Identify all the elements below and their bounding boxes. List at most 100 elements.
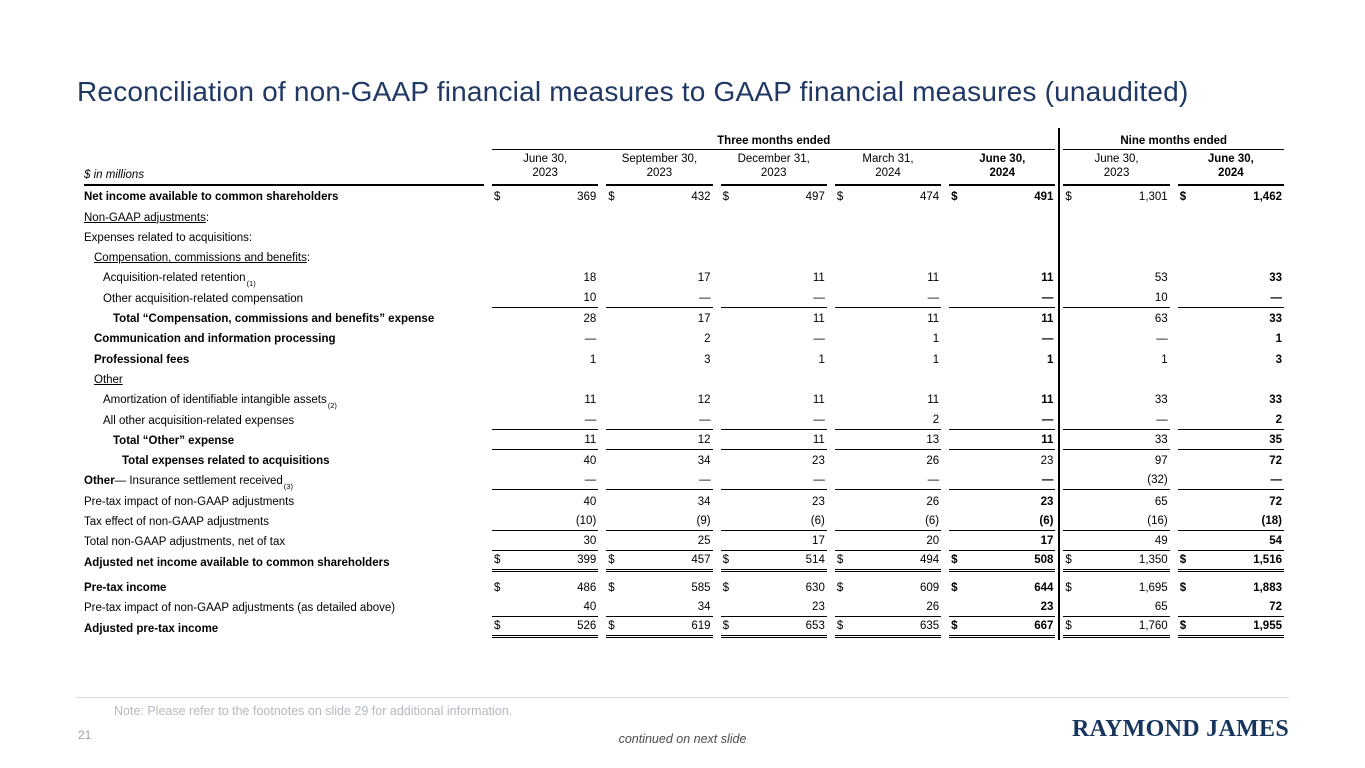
value-cell: $399 bbox=[492, 554, 599, 572]
table-row: Tax effect of non-GAAP adjustments (10) (9… bbox=[84, 511, 1284, 532]
column-group-divider bbox=[1058, 128, 1060, 640]
value-cell: — bbox=[1156, 333, 1168, 346]
value-cell: — bbox=[949, 474, 1056, 491]
reconciliation-table: Three months ended Nine months ended $ i… bbox=[84, 128, 1284, 640]
value-cell: 1 bbox=[932, 333, 940, 346]
column-header-2: December 31, 2023 bbox=[720, 150, 827, 186]
value-cell: $1,462 bbox=[1179, 191, 1282, 204]
table-row: Total non-GAAP adjustments, net of tax 30… bbox=[84, 531, 1284, 552]
value-cell: 72 bbox=[1177, 601, 1284, 618]
row-label: Adjusted net income available to common … bbox=[84, 556, 390, 569]
value-cell: 1 bbox=[589, 353, 597, 366]
value-cell: — bbox=[834, 292, 942, 308]
value-cell: 11 bbox=[584, 394, 597, 407]
value-cell: 72 bbox=[1269, 455, 1282, 468]
row-label: Tax effect of non-GAAP adjustments bbox=[84, 516, 269, 529]
value-cell: 63 bbox=[1154, 313, 1168, 326]
continued-note: continued on next slide bbox=[618, 732, 747, 746]
value-cell: 40 bbox=[492, 601, 599, 618]
row-label: Other bbox=[94, 373, 123, 386]
value-cell: 49 bbox=[1063, 535, 1170, 552]
value-cell bbox=[721, 386, 827, 389]
table-row: Communication and information processing… bbox=[84, 328, 1284, 348]
value-cell bbox=[949, 264, 1055, 267]
value-cell bbox=[835, 244, 941, 247]
value-cell: $486 bbox=[494, 581, 597, 594]
value-cell bbox=[721, 244, 827, 247]
value-cell: $432 bbox=[608, 191, 711, 204]
value-cell: 26 bbox=[834, 601, 942, 618]
value-cell: $457 bbox=[606, 554, 713, 572]
value-cell: 54 bbox=[1177, 535, 1284, 552]
row-label: Total “Other” expense bbox=[113, 434, 235, 447]
value-cell: 33 bbox=[1269, 394, 1282, 407]
value-cell: 34 bbox=[697, 455, 711, 468]
value-cell: 65 bbox=[1154, 495, 1168, 508]
footnote-reference: Note: Please refer to the footnotes on s… bbox=[114, 704, 513, 718]
value-cell: 23 bbox=[812, 495, 825, 508]
row-label: Communication and information processing bbox=[94, 333, 336, 346]
column-header-6: June 30, 2024 bbox=[1177, 150, 1284, 186]
row-label: Net income available to common sharehold… bbox=[84, 191, 339, 204]
table-row: Total “Compensation, commissions and ben… bbox=[84, 308, 1284, 328]
column-header-0: June 30, 2023 bbox=[492, 150, 599, 186]
value-cell bbox=[835, 224, 941, 227]
footer-divider bbox=[76, 697, 1289, 698]
value-cell: 11 bbox=[927, 313, 940, 326]
value-cell: 1 bbox=[1047, 353, 1054, 366]
value-cell: 23 bbox=[1040, 495, 1054, 508]
column-header-4: June 30, 2024 bbox=[949, 150, 1056, 186]
row-label: Pre-tax impact of non-GAAP adjustments (… bbox=[84, 602, 396, 615]
group-header-row: Three months ended Nine months ended bbox=[84, 130, 1284, 150]
value-cell: 28 bbox=[583, 313, 597, 326]
value-cell: 20 bbox=[834, 535, 942, 552]
table-row: Amortization of identifiable intangible … bbox=[84, 389, 1284, 409]
value-cell: 97 bbox=[1154, 455, 1168, 468]
value-cell: 33 bbox=[1154, 394, 1168, 407]
value-cell: 3 bbox=[1275, 353, 1282, 366]
value-cell: 33 bbox=[1269, 272, 1282, 285]
value-cell bbox=[949, 244, 1055, 247]
value-cell: — bbox=[834, 474, 942, 491]
table-row: Compensation, commissions and benefits: bbox=[84, 247, 1284, 267]
value-cell: 30 bbox=[492, 535, 599, 552]
row-label: Non-GAAP adjustments: bbox=[84, 211, 210, 224]
value-cell: — bbox=[720, 292, 827, 308]
value-cell: 17 bbox=[720, 535, 827, 552]
value-cell: 1 bbox=[932, 353, 940, 366]
value-cell: 2 bbox=[834, 414, 942, 430]
table-row: Other acquisition-related compensation 10… bbox=[84, 287, 1284, 308]
value-cell: 23 bbox=[1040, 455, 1054, 468]
row-label: Other acquisition-related compensation bbox=[103, 292, 304, 305]
value-cell: 26 bbox=[926, 495, 940, 508]
row-label: Expenses related to acquisitions: bbox=[84, 231, 253, 244]
value-cell: — bbox=[949, 292, 1056, 308]
column-header-row: $ in millions June 30, 2023 September 30, 2… bbox=[84, 150, 1284, 186]
value-cell: 17 bbox=[949, 535, 1056, 552]
value-cell: 17 bbox=[697, 313, 711, 326]
table-row: Net income available to common sharehold… bbox=[84, 186, 1284, 206]
value-cell bbox=[1178, 386, 1284, 389]
value-cell: $630 bbox=[722, 581, 825, 594]
value-cell: 3 bbox=[704, 353, 711, 366]
value-cell: 11 bbox=[812, 394, 825, 407]
value-cell bbox=[721, 264, 827, 267]
value-cell: $653 bbox=[720, 620, 827, 638]
value-cell: — bbox=[492, 474, 599, 491]
row-label: Acquisition-related retention (1) bbox=[103, 272, 256, 289]
table-row: Acquisition-related retention (1) 18 17 11 11… bbox=[84, 267, 1284, 287]
value-cell: $369 bbox=[494, 191, 597, 204]
group-header-spacer bbox=[84, 130, 484, 150]
value-cell: 18 bbox=[583, 272, 597, 285]
row-label: Adjusted pre-tax income bbox=[84, 622, 219, 635]
value-cell: 23 bbox=[949, 601, 1056, 618]
value-cell: 12 bbox=[606, 434, 713, 450]
row-label: Pre-tax impact of non-GAAP adjustments bbox=[84, 495, 295, 508]
value-cell: (18) bbox=[1177, 515, 1284, 532]
table-row: Expenses related to acquisitions: bbox=[84, 227, 1284, 247]
row-label: Pre-tax income bbox=[84, 581, 167, 594]
value-cell: $619 bbox=[606, 620, 713, 638]
column-header-1: September 30, 2023 bbox=[606, 150, 713, 186]
value-cell bbox=[1063, 244, 1169, 247]
value-cell: $494 bbox=[834, 554, 942, 572]
